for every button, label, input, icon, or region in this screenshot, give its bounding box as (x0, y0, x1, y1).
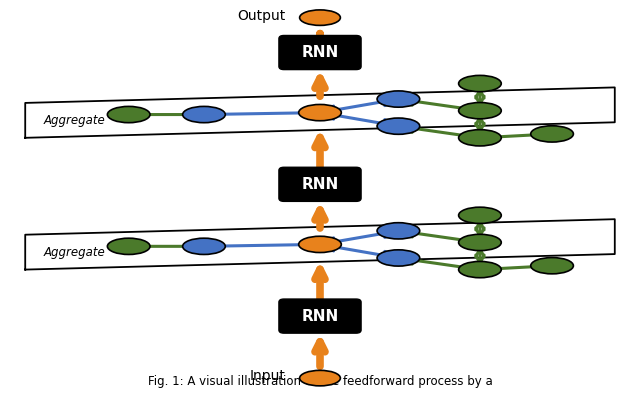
Text: Input: Input (250, 369, 285, 383)
Ellipse shape (377, 250, 420, 266)
Ellipse shape (531, 257, 573, 274)
FancyBboxPatch shape (279, 35, 361, 70)
Ellipse shape (108, 238, 150, 255)
Ellipse shape (108, 106, 150, 123)
Polygon shape (25, 219, 615, 270)
Ellipse shape (459, 102, 501, 119)
Text: Fig. 1: A visual illustration of the feedforward process by a: Fig. 1: A visual illustration of the fee… (148, 375, 492, 388)
Text: Aggregate: Aggregate (44, 114, 106, 127)
Text: RNN: RNN (301, 177, 339, 192)
Ellipse shape (377, 91, 420, 107)
FancyBboxPatch shape (279, 299, 361, 333)
Ellipse shape (300, 370, 340, 386)
Ellipse shape (459, 130, 501, 146)
Text: RNN: RNN (301, 308, 339, 324)
Ellipse shape (377, 223, 420, 239)
Ellipse shape (459, 75, 501, 92)
Ellipse shape (299, 104, 341, 121)
Ellipse shape (182, 238, 225, 255)
Ellipse shape (299, 236, 341, 253)
FancyBboxPatch shape (279, 167, 361, 202)
Text: Aggregate: Aggregate (44, 246, 106, 259)
Ellipse shape (459, 234, 501, 251)
Ellipse shape (377, 118, 420, 134)
Text: Output: Output (237, 9, 285, 23)
Ellipse shape (531, 126, 573, 142)
Ellipse shape (300, 10, 340, 25)
Ellipse shape (459, 262, 501, 278)
Polygon shape (25, 87, 615, 138)
Ellipse shape (459, 207, 501, 224)
Text: RNN: RNN (301, 45, 339, 60)
Ellipse shape (182, 106, 225, 123)
